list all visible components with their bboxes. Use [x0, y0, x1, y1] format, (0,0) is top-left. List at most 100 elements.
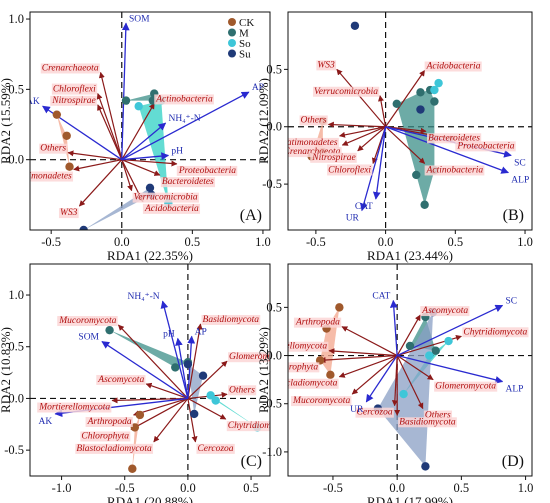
taxa-label-bg [312, 86, 380, 97]
taxa-label-bg [424, 165, 485, 176]
hull-CK [56, 114, 70, 167]
taxa-label: Verrucomicrobia [314, 87, 378, 97]
taxa-vector [96, 93, 123, 160]
taxa-label: WS3 [60, 208, 78, 218]
taxa-label: Cercozoa [357, 408, 393, 418]
taxa-vector [327, 121, 386, 128]
taxa-label-bg [299, 115, 328, 126]
taxa-label-bg [424, 61, 482, 72]
env-label: SC [505, 296, 517, 306]
env-vector [121, 91, 250, 161]
env-label: UR [346, 213, 360, 223]
panel-frame [287, 263, 533, 477]
taxa-vector [396, 314, 421, 356]
taxa-label-bg [85, 416, 133, 427]
taxa-label-bg [288, 147, 342, 158]
taxa-vector [341, 326, 398, 357]
taxa-label-bg [57, 316, 118, 327]
sample-point-M [430, 97, 439, 106]
taxa-label-bg [196, 443, 235, 454]
taxa-label: Basidiomycota [399, 417, 456, 427]
env-label: NH₄⁺-N [128, 292, 160, 302]
taxa-label: Others [425, 411, 451, 421]
legend-label: CK [239, 17, 254, 29]
env-label: UR [350, 405, 364, 415]
taxa-vector [187, 360, 228, 399]
taxa-label: Glomeromycota [229, 352, 290, 362]
taxa-label-bg [434, 381, 498, 392]
taxa-label-bg [316, 60, 337, 71]
env-label: AP [252, 83, 264, 93]
taxa-label-bg [288, 137, 339, 148]
hull-M [109, 330, 188, 368]
taxa-vector [98, 71, 123, 160]
y-tick-label: 0.5 [8, 340, 24, 354]
rda-panel-C: Basidiomycota Mucoromycota Glomeromycota As… [0, 263, 290, 503]
taxa-label: Gemmatimonadetes [262, 138, 338, 148]
sample-point-M [392, 99, 401, 108]
taxa-label-bg [228, 385, 257, 396]
taxa-vector [341, 126, 386, 146]
y-tick-label: 0.0 [8, 391, 24, 405]
taxa-label: Bacteroidetes [162, 177, 214, 187]
env-label: CAT [355, 202, 373, 212]
taxa-label-bg [355, 407, 394, 418]
x-tick-label: 0.0 [114, 235, 130, 249]
taxa-label-bg [30, 171, 74, 182]
taxa-label-bg [80, 431, 131, 442]
hull-CK [132, 414, 140, 469]
sample-point-So [425, 351, 434, 360]
x-tick-label: 0.0 [180, 481, 196, 495]
env-vector [121, 22, 130, 160]
taxa-vector [336, 68, 387, 128]
sample-point-M [416, 88, 425, 97]
x-tick-label: 1.0 [255, 235, 271, 249]
y-axis-label: RDA2 (12.09%) [256, 78, 271, 164]
env-vector [160, 300, 189, 399]
taxa-vector [73, 159, 122, 172]
legend-label: M [239, 28, 249, 40]
taxa-vector [153, 398, 189, 443]
y-tick-label: 0.5 [8, 82, 24, 96]
sample-point-CK [52, 110, 62, 119]
x-tick-label: -0.5 [115, 481, 135, 495]
env-vector [175, 337, 189, 399]
taxa-vector [396, 355, 434, 381]
taxa-label: Nitrospirae [311, 153, 355, 163]
taxa-vector [385, 126, 426, 164]
taxa-vector [67, 150, 122, 161]
sample-point-Su [190, 409, 199, 419]
taxa-label-bg [398, 417, 457, 428]
sample-point-So [444, 336, 453, 346]
taxa-label: Chlorophyta [81, 431, 129, 441]
taxa-vector [130, 397, 189, 430]
taxa-label: Proteobacteria [456, 141, 514, 151]
x-tick-label: -0.5 [41, 235, 61, 249]
rda-panel-D: Ascomycota Arthropoda Chytridiomycota Morti… [256, 263, 533, 503]
env-label: SC [514, 158, 526, 168]
taxa-vector [328, 348, 398, 357]
sample-point-M [105, 325, 114, 335]
taxa-label: Glomeromycota [435, 382, 496, 392]
taxa-label-bg [455, 141, 516, 152]
x-tick-label: 0.5 [185, 235, 201, 249]
x-tick-label: 0.0 [378, 235, 394, 249]
taxa-label: Crenarchaeota [42, 63, 99, 73]
env-vector [101, 341, 189, 399]
env-label: AP [195, 327, 207, 337]
taxa-label: Mortierellomycota [38, 403, 110, 413]
taxa-label-bg [39, 143, 68, 154]
taxa-label: Chloroflexi [53, 84, 96, 95]
taxa-label: Mucoromycota [58, 316, 116, 326]
env-label: SOM [78, 333, 99, 343]
sample-point-M [431, 346, 440, 355]
taxa-vector [111, 397, 188, 404]
env-vector [396, 304, 504, 357]
taxa-label-bg [132, 192, 199, 203]
env-vector [389, 299, 398, 356]
taxa-label-bg [40, 63, 100, 74]
sample-point-CK [335, 303, 344, 312]
y-tick-label: 0.0 [8, 153, 24, 167]
taxa-vector [338, 354, 398, 378]
